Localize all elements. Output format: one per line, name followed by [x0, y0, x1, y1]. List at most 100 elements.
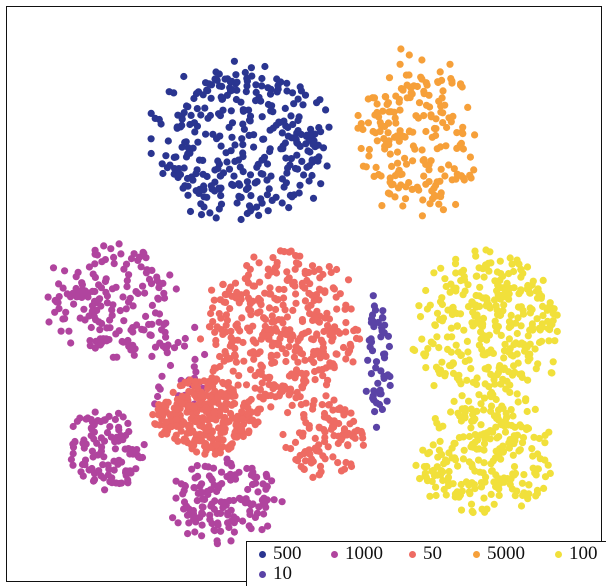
point-1000 — [193, 462, 201, 470]
point-50 — [343, 431, 351, 439]
point-1000 — [191, 355, 199, 363]
point-5000 — [452, 200, 460, 209]
point-50 — [304, 304, 312, 312]
point-5000 — [458, 83, 466, 91]
point-100 — [468, 463, 476, 471]
point-5000 — [395, 95, 403, 103]
point-100 — [513, 256, 521, 264]
point-50 — [311, 434, 319, 442]
point-100 — [540, 484, 548, 492]
point-1000 — [111, 445, 119, 453]
point-50 — [328, 337, 336, 345]
legend-label: 1000 — [345, 543, 383, 564]
point-100 — [495, 491, 503, 499]
point-10 — [370, 302, 378, 310]
point-50 — [223, 316, 231, 324]
point-5000 — [393, 148, 402, 156]
point-500 — [180, 164, 188, 172]
point-10 — [384, 332, 392, 340]
point-5000 — [450, 165, 458, 173]
point-50 — [329, 453, 337, 461]
point-100 — [536, 455, 544, 463]
point-50 — [292, 259, 301, 267]
point-50 — [306, 450, 314, 458]
point-100 — [492, 447, 500, 455]
point-1000 — [201, 350, 209, 359]
point-500 — [232, 71, 240, 79]
point-100 — [546, 469, 554, 477]
point-500 — [239, 168, 247, 176]
point-50 — [224, 400, 232, 408]
point-1000 — [89, 453, 97, 461]
point-1000 — [239, 517, 247, 525]
point-500 — [202, 79, 210, 87]
point-50 — [227, 443, 235, 452]
point-50 — [259, 395, 267, 403]
point-50 — [244, 409, 252, 417]
point-1000 — [69, 422, 77, 431]
point-50 — [359, 441, 367, 449]
point-1000 — [119, 436, 127, 444]
point-1000 — [110, 260, 118, 268]
point-50 — [339, 343, 348, 352]
point-50 — [255, 259, 263, 267]
point-1000 — [67, 339, 75, 347]
point-100 — [451, 454, 459, 462]
point-50 — [249, 297, 257, 305]
point-500 — [147, 149, 155, 158]
point-50 — [239, 432, 247, 441]
point-50 — [208, 286, 216, 294]
point-500 — [303, 163, 311, 171]
point-100 — [522, 395, 530, 403]
point-500 — [291, 134, 299, 142]
point-10 — [380, 374, 388, 382]
point-100 — [539, 312, 547, 320]
point-100 — [515, 290, 523, 298]
point-50 — [311, 350, 319, 358]
point-1000 — [248, 464, 256, 472]
legend-label: 100 — [569, 543, 598, 564]
point-1000 — [115, 423, 123, 431]
point-100 — [534, 360, 542, 368]
point-1000 — [44, 293, 52, 301]
point-50 — [292, 299, 300, 307]
point-500 — [178, 121, 186, 129]
point-500 — [265, 185, 273, 193]
point-5000 — [379, 107, 387, 115]
point-50 — [227, 409, 235, 418]
point-100 — [490, 296, 499, 304]
point-100 — [460, 446, 468, 454]
point-100 — [500, 364, 508, 372]
point-1000 — [110, 457, 118, 465]
point-100 — [473, 313, 481, 322]
point-1000 — [247, 501, 255, 509]
point-500 — [239, 141, 247, 149]
point-1000 — [112, 283, 120, 291]
point-500 — [242, 185, 250, 194]
point-50 — [220, 390, 228, 398]
point-1000 — [71, 437, 79, 446]
point-500 — [317, 180, 325, 188]
point-1000 — [119, 293, 127, 301]
point-1000 — [98, 443, 106, 451]
point-50 — [220, 357, 228, 365]
point-50 — [282, 357, 290, 366]
point-100 — [524, 332, 532, 340]
point-1000 — [141, 289, 149, 297]
point-1000 — [246, 510, 254, 519]
point-1000 — [88, 464, 96, 473]
legend-marker — [259, 550, 266, 558]
point-1000 — [100, 474, 108, 482]
point-50 — [309, 457, 317, 466]
point-500 — [221, 75, 229, 83]
point-50 — [325, 263, 333, 271]
point-500 — [252, 81, 260, 89]
point-100 — [436, 437, 444, 445]
point-100 — [480, 446, 488, 454]
point-50 — [238, 408, 246, 416]
point-500 — [217, 200, 226, 208]
point-500 — [225, 165, 234, 173]
point-5000 — [392, 119, 400, 127]
point-100 — [441, 456, 450, 464]
point-100 — [545, 428, 553, 436]
